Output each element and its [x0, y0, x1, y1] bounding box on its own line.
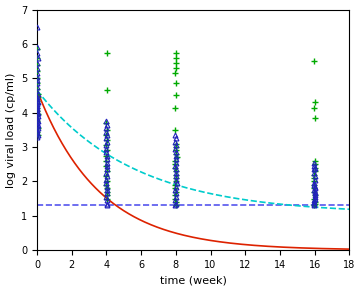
Y-axis label: log viral load (cp/ml): log viral load (cp/ml): [5, 72, 16, 187]
X-axis label: time (week): time (week): [160, 276, 227, 285]
